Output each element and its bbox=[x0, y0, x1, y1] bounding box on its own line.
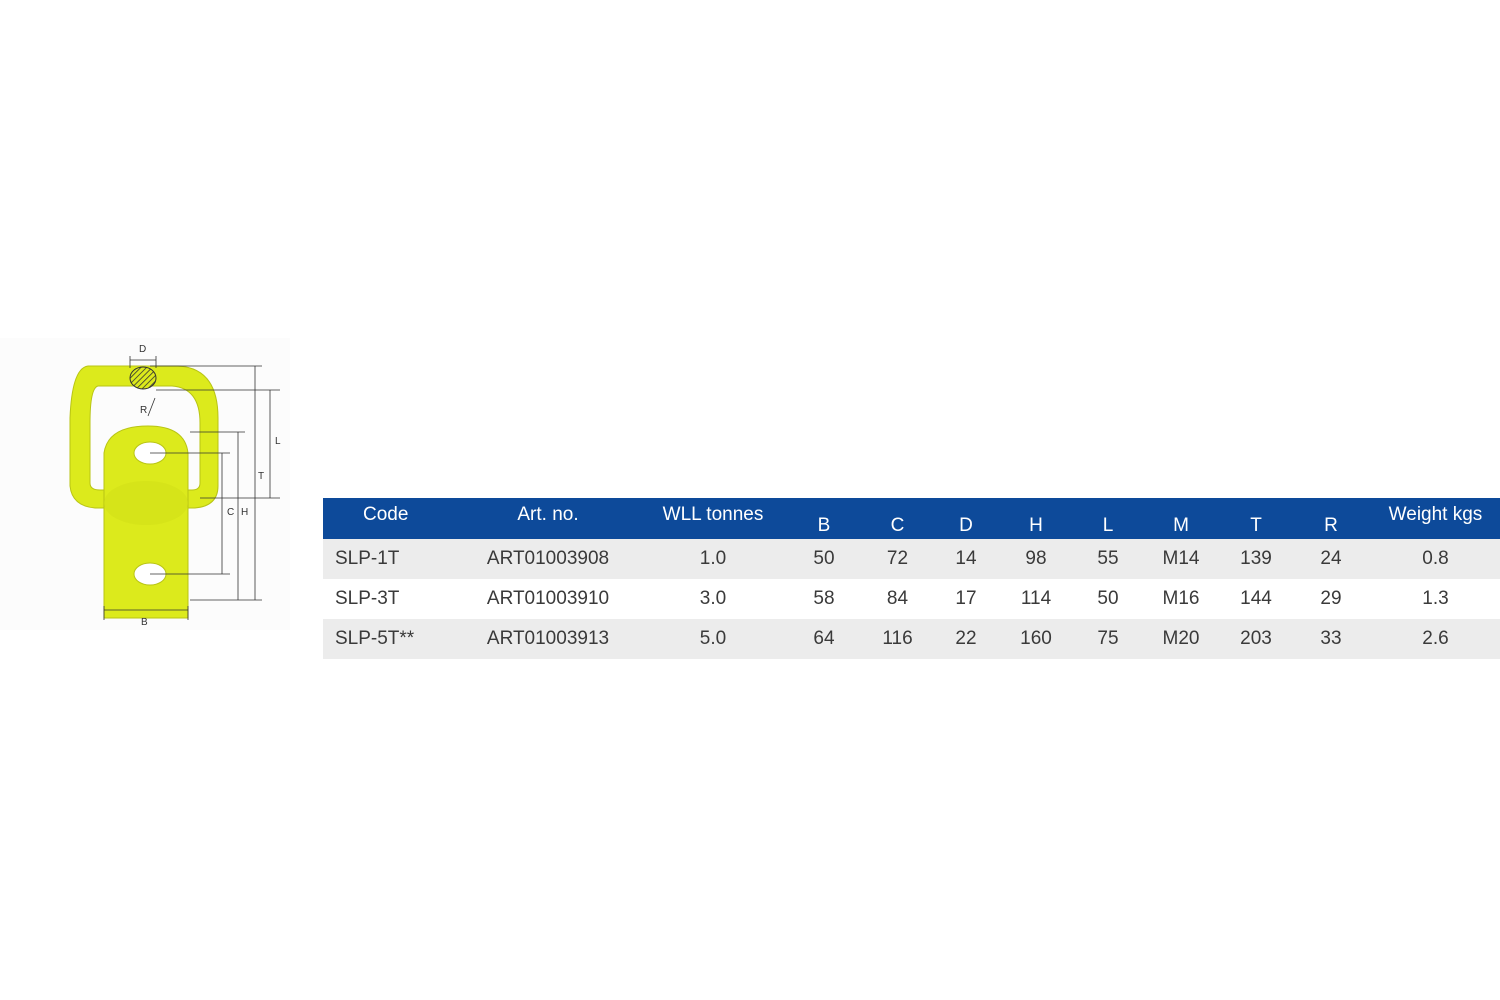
header-weight: Weight kgs bbox=[1388, 504, 1483, 525]
cell-l: 50 bbox=[1097, 588, 1119, 609]
label-b: B bbox=[141, 617, 148, 628]
header-art-no: Art. no. bbox=[517, 504, 579, 525]
header-b: B bbox=[817, 515, 831, 536]
d-ring bbox=[69, 365, 219, 509]
cell-m: M14 bbox=[1162, 548, 1200, 569]
cell-c: 84 bbox=[886, 588, 909, 609]
cell-m: M16 bbox=[1162, 588, 1200, 609]
header-r: R bbox=[1324, 515, 1338, 536]
header-h: H bbox=[1029, 515, 1043, 536]
cell-wll: 5.0 bbox=[699, 628, 727, 649]
header-wll: WLL tonnes bbox=[662, 504, 764, 525]
label-r: R bbox=[140, 405, 147, 416]
label-l: L bbox=[275, 436, 281, 447]
label-d: D bbox=[139, 344, 146, 355]
cell-b: 64 bbox=[813, 628, 835, 649]
header-code: Code bbox=[363, 504, 409, 525]
cell-b: 58 bbox=[813, 588, 835, 609]
cell-weight: 2.6 bbox=[1422, 628, 1449, 649]
cell-t: 139 bbox=[1240, 548, 1272, 569]
cell-h: 114 bbox=[1020, 588, 1052, 609]
base-shading bbox=[104, 481, 188, 525]
cell-art-no: ART01003913 bbox=[486, 628, 610, 649]
table-header-row: Code Art. no. WLL tonnes B C D H L M T R… bbox=[323, 498, 1500, 539]
cell-d: 22 bbox=[955, 628, 977, 649]
dimension-lines bbox=[103, 356, 280, 620]
table-row: SLP-5T** ART01003913 5.0 64 116 22 160 7… bbox=[323, 619, 1500, 659]
cell-weight: 1.3 bbox=[1422, 588, 1449, 609]
cell-d: 14 bbox=[955, 548, 977, 569]
header-t: T bbox=[1250, 515, 1262, 536]
table-row: SLP-3T ART01003910 3.0 58 84 17 114 50 M… bbox=[323, 579, 1500, 619]
cell-art-no: ART01003910 bbox=[486, 588, 610, 609]
cell-art-no: ART01003908 bbox=[486, 548, 610, 569]
cell-wll: 1.0 bbox=[699, 548, 727, 569]
cell-t: 203 bbox=[1240, 628, 1272, 649]
wire-section bbox=[129, 366, 157, 390]
cell-r: 24 bbox=[1320, 548, 1342, 569]
cell-wll: 3.0 bbox=[699, 588, 727, 609]
cell-h: 98 bbox=[1025, 548, 1047, 569]
cell-t: 144 bbox=[1240, 588, 1272, 609]
cell-d: 17 bbox=[955, 588, 977, 609]
cell-code: SLP-3T bbox=[335, 588, 400, 609]
cell-code: SLP-1T bbox=[335, 548, 400, 569]
product-diagram: D R L T C H B bbox=[0, 338, 290, 630]
cell-h: 160 bbox=[1020, 628, 1052, 649]
cell-r: 29 bbox=[1320, 588, 1342, 609]
spec-table: Code Art. no. WLL tonnes B C D H L M T R… bbox=[323, 498, 1500, 659]
cell-r: 33 bbox=[1320, 628, 1342, 649]
cell-b: 50 bbox=[813, 548, 835, 569]
header-m: M bbox=[1173, 515, 1189, 536]
cell-weight: 0.8 bbox=[1422, 548, 1449, 569]
lifting-point-drawing: D R L T C H B bbox=[69, 344, 281, 628]
cell-l: 55 bbox=[1097, 548, 1119, 569]
cell-l: 75 bbox=[1097, 628, 1119, 649]
label-c: C bbox=[227, 507, 234, 518]
label-t: T bbox=[258, 471, 264, 482]
cell-code: SLP-5T** bbox=[335, 628, 415, 649]
cell-m: M20 bbox=[1162, 628, 1200, 649]
label-h: H bbox=[241, 507, 248, 518]
cell-c: 116 bbox=[882, 628, 913, 649]
header-l: L bbox=[1102, 515, 1114, 536]
table-row: SLP-1T ART01003908 1.0 50 72 14 98 55 M1… bbox=[323, 539, 1500, 579]
header-c: C bbox=[890, 515, 905, 536]
cell-c: 72 bbox=[886, 548, 909, 569]
header-d: D bbox=[959, 515, 973, 536]
